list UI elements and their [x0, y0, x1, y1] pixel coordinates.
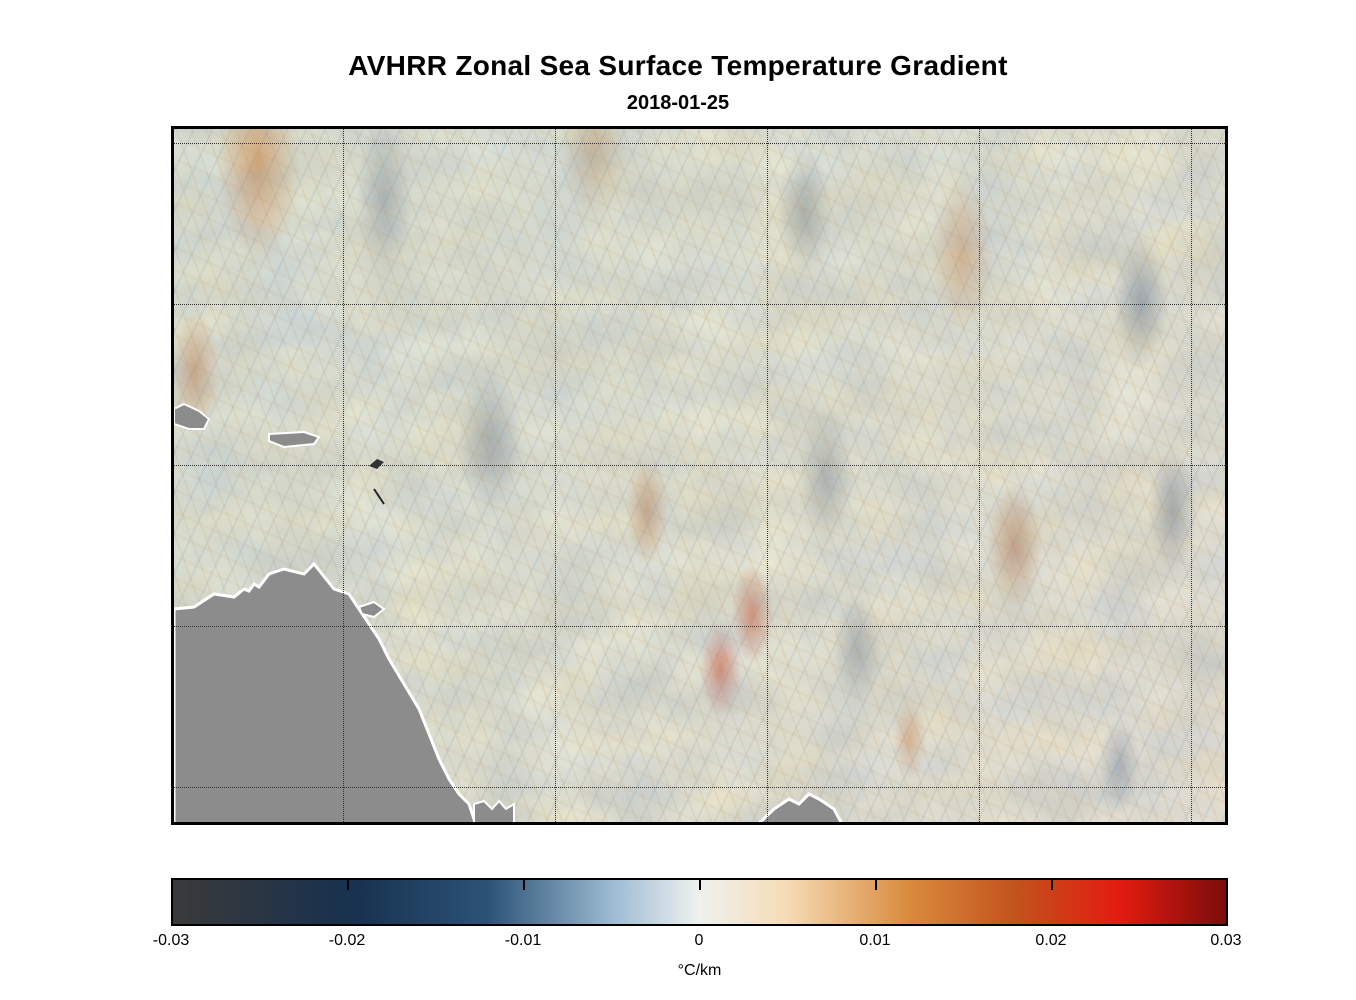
gridline-horizontal-18n: [174, 304, 1225, 305]
cb-label-0.02: 0.02: [1035, 932, 1066, 950]
top-tick-36w: [979, 126, 981, 129]
top-tick-45w: [767, 126, 769, 129]
cb-tick-0.03: [1226, 878, 1228, 890]
cb-label--0.03: -0.03: [153, 932, 189, 950]
cb-label--0.01: -0.01: [505, 932, 541, 950]
gridline-horizontal-12n: [174, 465, 1225, 466]
south-america-landmass: [174, 129, 1228, 825]
right-tick-0: [1225, 787, 1228, 789]
right-tick-24n: [1225, 143, 1228, 145]
chart-subtitle: 2018-01-25: [0, 92, 1356, 115]
cb-tick--0.01: [523, 878, 525, 890]
gridline-vertical-45w: [767, 129, 768, 822]
cb-tick-0: [699, 878, 701, 890]
gridline-vertical-63w: [343, 129, 344, 822]
gridline-horizontal-6n: [174, 626, 1225, 627]
cb-label-0.01: 0.01: [859, 932, 890, 950]
gridline-vertical-27w: [1191, 129, 1192, 822]
cb-tick--0.03: [171, 878, 173, 890]
gridline-horizontal-0: [174, 787, 1225, 788]
chart-title: AVHRR Zonal Sea Surface Temperature Grad…: [0, 50, 1356, 82]
main-plot-area[interactable]: 24°N 18°N 12°N 6°N 0°: [171, 126, 1228, 825]
gridline-horizontal-24n: [174, 143, 1225, 144]
gridline-vertical-36w: [979, 129, 980, 822]
cb-tick--0.02: [347, 878, 349, 890]
right-tick-12n: [1225, 465, 1228, 467]
cb-label-0.03: 0.03: [1210, 932, 1241, 950]
right-tick-6n: [1225, 626, 1228, 628]
cb-label-0: 0: [695, 932, 704, 950]
top-tick-63w: [343, 126, 345, 129]
right-tick-18n: [1225, 304, 1228, 306]
cb-tick-0.01: [875, 878, 877, 890]
top-tick-27w: [1191, 126, 1193, 129]
colorbar-container: -0.03 -0.02 -0.01 0 0.01 0.02 0.03 °C/km: [171, 878, 1228, 926]
colorbar-unit-label: °C/km: [678, 962, 722, 980]
cb-label--0.02: -0.02: [329, 932, 365, 950]
top-tick-54w: [555, 126, 557, 129]
gridline-vertical-54w: [555, 129, 556, 822]
avhrr-sst-gradient-map: AVHRR Zonal Sea Surface Temperature Grad…: [0, 0, 1356, 1000]
cb-tick-0.02: [1051, 878, 1053, 890]
